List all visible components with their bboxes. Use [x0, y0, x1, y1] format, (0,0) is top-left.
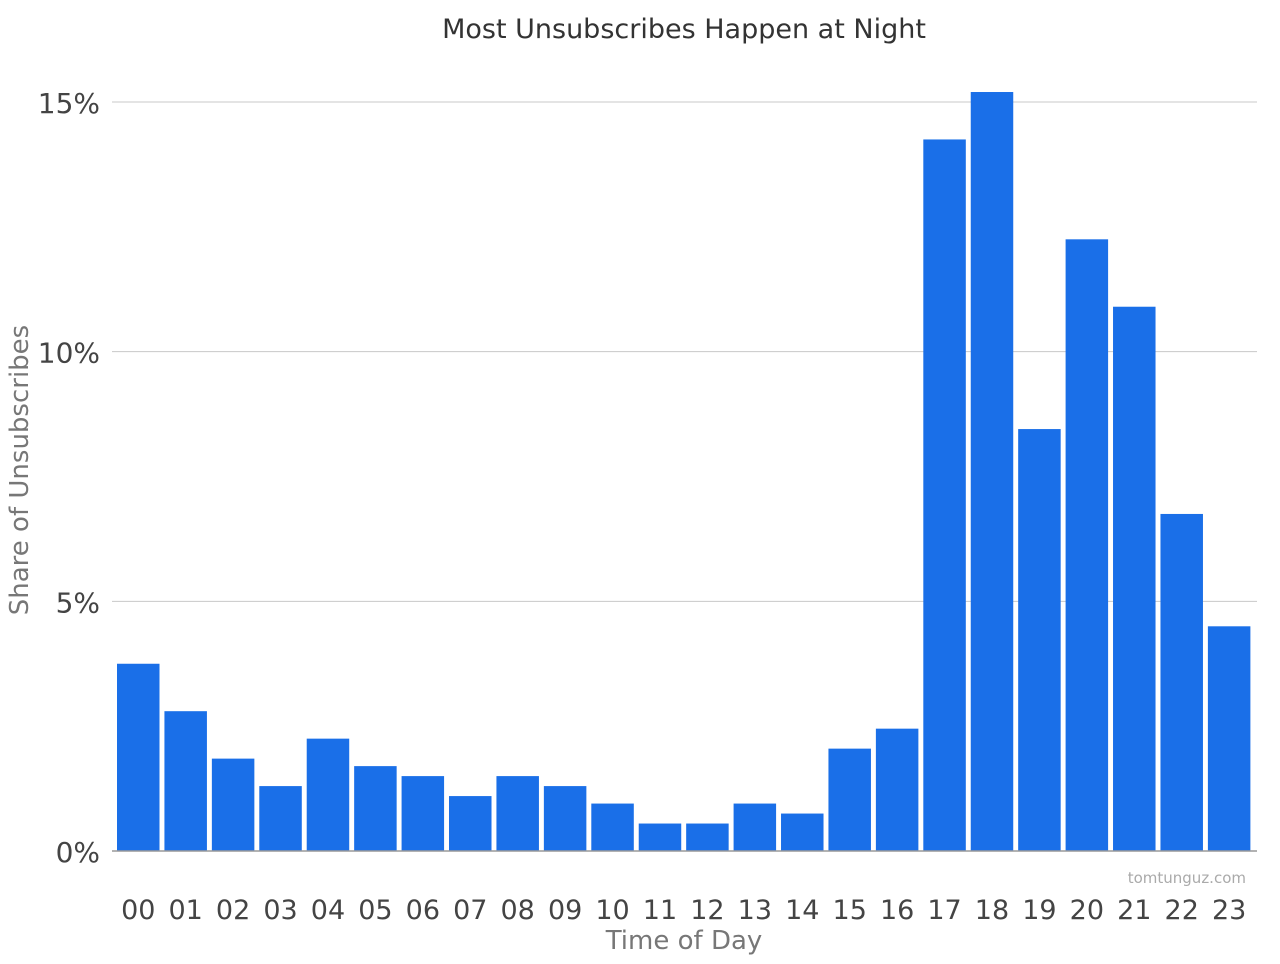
y-tick-label: 10%: [38, 337, 100, 370]
x-tick-label: 00: [121, 895, 155, 926]
bar-03: [259, 786, 302, 851]
bar-11: [638, 823, 682, 851]
x-tick-label: 07: [453, 895, 487, 926]
x-tick-label: 19: [1022, 895, 1056, 926]
y-tick-label: 5%: [56, 586, 100, 619]
bar-18: [970, 92, 1014, 852]
x-axis-label: Time of Day: [605, 926, 763, 956]
bar-13: [733, 803, 777, 851]
y-axis-label: Share of Unsubscribes: [5, 325, 35, 615]
bar-20: [1065, 239, 1109, 852]
x-tick-label: 08: [501, 895, 535, 926]
x-tick-label: 14: [785, 895, 819, 926]
x-tick-label: 05: [358, 895, 392, 926]
x-axis-tick-labels: 00 01 02 03 04 05 06 07 08 09 10 11 12 13 14 15 16 17 18 19…: [121, 895, 1246, 926]
x-tick-label: 06: [406, 895, 440, 926]
x-tick-label: 16: [880, 895, 914, 926]
x-tick-label: 04: [311, 895, 345, 926]
x-tick-label: 18: [975, 895, 1009, 926]
y-axis-tick-labels: 0% 5% 10% 15%: [38, 87, 100, 869]
bar-23: [1207, 626, 1251, 851]
x-tick-label: 13: [738, 895, 772, 926]
x-tick-label: 09: [548, 895, 582, 926]
x-tick-label: 11: [643, 895, 677, 926]
bar-14: [781, 813, 824, 851]
x-tick-label: 20: [1070, 895, 1104, 926]
bar-22: [1160, 513, 1203, 851]
bar-05: [354, 766, 397, 851]
x-tick-label: 22: [1165, 895, 1199, 926]
bar-02: [211, 758, 255, 851]
x-tick-label: 03: [263, 895, 297, 926]
bar-04: [306, 738, 350, 851]
bar-17: [923, 139, 966, 851]
bar-01: [164, 711, 207, 851]
y-tick-label: 0%: [56, 836, 100, 869]
x-tick-label: 01: [169, 895, 203, 926]
chart-title: Most Unsubscribes Happen at Night: [442, 14, 926, 45]
bar-10: [591, 803, 634, 851]
x-tick-label: 23: [1212, 895, 1246, 926]
x-tick-label: 10: [595, 895, 629, 926]
bar-07: [449, 796, 492, 851]
bar-12: [686, 823, 729, 851]
x-tick-label: 21: [1117, 895, 1151, 926]
x-tick-label: 02: [216, 895, 250, 926]
x-tick-label: 17: [927, 895, 961, 926]
bar-08: [496, 776, 539, 851]
x-tick-label: 12: [690, 895, 724, 926]
bar-09: [543, 786, 587, 851]
bar-15: [828, 748, 871, 851]
y-tick-label: 15%: [38, 87, 100, 120]
bar-06: [401, 776, 445, 851]
bar-21: [1113, 306, 1156, 851]
bar-16: [875, 728, 919, 851]
watermark: tomtunguz.com: [1128, 869, 1246, 887]
bar-00: [117, 663, 160, 851]
bars: [117, 92, 1251, 852]
bar-19: [1018, 429, 1061, 851]
x-tick-label: 15: [833, 895, 867, 926]
